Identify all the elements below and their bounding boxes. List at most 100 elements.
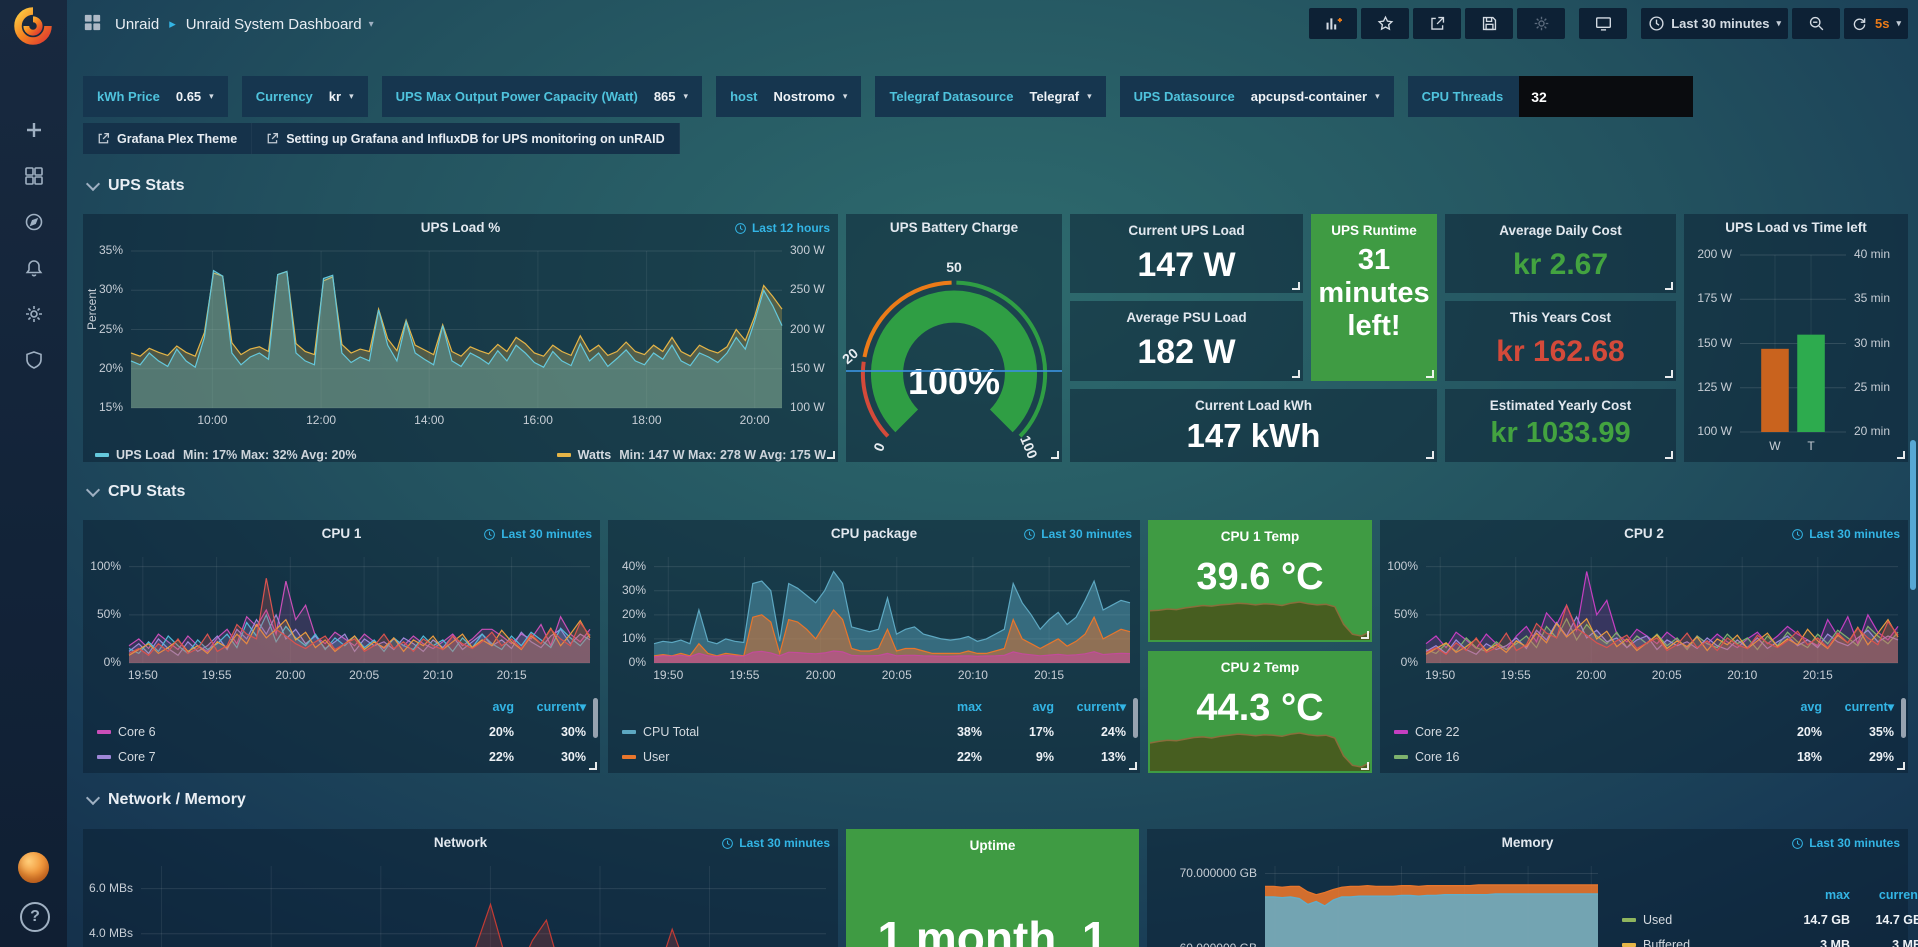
refresh-button[interactable]: 5s ▾ [1844, 8, 1908, 39]
panel-title[interactable]: CPU 1 [322, 526, 362, 541]
create-icon[interactable] [0, 113, 67, 147]
alerting-bell-icon[interactable] [0, 251, 67, 285]
legend-series-name[interactable]: Core 16 [1415, 750, 1459, 764]
panel-time-range[interactable]: Last 30 minutes [721, 836, 830, 850]
variable-host[interactable]: hostNostromo▾ [716, 76, 861, 117]
legend-column-header[interactable]: max [910, 700, 982, 714]
panel-time-range[interactable]: Last 30 minutes [483, 527, 592, 541]
ups-load-chart[interactable]: Percent 35%30%25%20%15%300 W250 W200 W15… [83, 241, 838, 439]
x-axis-tick: 20:00 [1563, 668, 1619, 682]
star-button[interactable] [1361, 8, 1409, 39]
panel-title[interactable]: Network [434, 835, 487, 850]
configuration-gear-icon[interactable] [0, 297, 67, 331]
legend-column-header[interactable]: current▾ [514, 699, 586, 714]
panel-title[interactable]: UPS Load vs Time left [1725, 220, 1867, 235]
panel-estimated-yearly-cost: Estimated Yearly Cost kr 1033.99 [1445, 389, 1676, 462]
variable-cpu-threads[interactable]: CPU Threads [1408, 76, 1694, 117]
section-header-network-memory[interactable]: Network / Memory [88, 791, 246, 809]
breadcrumb-dashboard-title[interactable]: Unraid System Dashboard [186, 16, 362, 33]
legend-series-name[interactable]: User [643, 750, 669, 764]
legend-series-stats: Min: 147 W Max: 278 W Avg: 175 W [619, 448, 826, 462]
legend-series-name[interactable]: Core 6 [118, 725, 156, 739]
time-picker-button[interactable]: Last 30 minutes ▾ [1641, 8, 1788, 39]
panel-time-range[interactable]: Last 30 minutes [1023, 527, 1132, 541]
panel-time-range[interactable]: Last 12 hours [734, 221, 830, 235]
variable-currency[interactable]: Currencykr▾ [242, 76, 368, 117]
legend-column-header[interactable]: current [1850, 888, 1918, 902]
dashboard-caret-icon[interactable]: ▾ [369, 19, 374, 30]
admin-shield-icon[interactable] [0, 343, 67, 377]
panel-title[interactable]: CPU 2 [1624, 526, 1664, 541]
user-avatar[interactable] [18, 852, 49, 883]
cpu1-chart[interactable]: 100%50%0%19:5019:5520:0020:0520:1020:15 [83, 547, 600, 694]
section-header-ups-stats[interactable]: UPS Stats [88, 177, 184, 195]
zoom-out-button[interactable] [1792, 8, 1840, 39]
panel-title[interactable]: Average Daily Cost [1445, 214, 1676, 238]
cpu2-chart[interactable]: 100%50%0%19:5019:5520:0020:0520:1020:15 [1380, 547, 1908, 694]
legend-scrollbar[interactable] [1133, 698, 1138, 738]
panel-title[interactable]: UPS Load % [421, 220, 501, 235]
panel-title[interactable]: UPS Battery Charge [890, 220, 1018, 235]
dashboard-link[interactable]: Grafana Plex Theme [83, 123, 252, 154]
variable-ups-datasource[interactable]: UPS Datasourceapcupsd-container▾ [1120, 76, 1394, 117]
legend-series-name[interactable]: Watts [578, 448, 612, 462]
legend-scrollbar[interactable] [593, 698, 598, 738]
x-axis-tick: 20:05 [1639, 668, 1695, 682]
panel-ups-runtime: UPS Runtime 31 minutes left! [1311, 214, 1437, 381]
legend-column-header[interactable]: avg [982, 700, 1054, 714]
help-icon[interactable]: ? [20, 902, 50, 932]
legend-column-header[interactable]: avg [442, 700, 514, 714]
variable-label: CPU Threads [1422, 89, 1504, 104]
legend-scrollbar[interactable] [1901, 698, 1906, 738]
panel-title[interactable]: Uptime [846, 829, 1139, 853]
panel-title[interactable]: Memory [1502, 835, 1554, 850]
legend-series-name[interactable]: UPS Load [116, 448, 175, 462]
legend-series-name[interactable]: Core 7 [118, 750, 156, 764]
panel-title[interactable]: Current UPS Load [1070, 214, 1303, 238]
y2-axis-tick: 300 W [790, 243, 825, 257]
save-button[interactable] [1465, 8, 1513, 39]
dashboards-icon[interactable] [0, 159, 67, 193]
cpu-package-chart[interactable]: 40%30%20%10%0%19:5019:5520:0020:0520:102… [608, 547, 1140, 694]
panel-title[interactable]: CPU 1 Temp [1148, 520, 1372, 544]
legend-column-header[interactable]: current▾ [1822, 699, 1894, 714]
panel-title[interactable]: Estimated Yearly Cost [1445, 389, 1676, 413]
variable-caret-icon: ▾ [843, 91, 848, 102]
share-button[interactable] [1413, 8, 1461, 39]
legend-column-header[interactable]: max [1778, 888, 1850, 902]
dashboard-link[interactable]: Setting up Grafana and InfluxDB for UPS … [252, 123, 679, 154]
legend-series-name[interactable]: Used [1643, 913, 1672, 927]
panel-title[interactable]: Current Load kWh [1070, 389, 1437, 413]
variable-kwh-price[interactable]: kWh Price0.65▾ [83, 76, 228, 117]
y-axis-tick: 30% [608, 583, 646, 597]
time-picker-caret-icon: ▾ [1776, 18, 1781, 29]
panel-title[interactable]: This Years Cost [1445, 301, 1676, 325]
memory-chart[interactable]: 70.000000 GB60.000000 GB50.000000 GB [1147, 856, 1608, 947]
panel-title[interactable]: CPU package [831, 526, 917, 541]
legend-series-name[interactable]: Buffered [1643, 938, 1690, 947]
panel-title[interactable]: CPU 2 Temp [1148, 651, 1372, 675]
variable-input[interactable] [1519, 76, 1693, 117]
legend-column-header[interactable]: avg [1750, 700, 1822, 714]
stat-value: 39.6 °C [1148, 556, 1372, 599]
panel-title[interactable]: UPS Runtime [1311, 214, 1437, 238]
tv-kiosk-button[interactable] [1579, 8, 1627, 39]
panel-title[interactable]: Average PSU Load [1070, 301, 1303, 325]
variable-ups-max-output-power-capacity-watt-[interactable]: UPS Max Output Power Capacity (Watt)865▾ [382, 76, 702, 117]
page-scrollbar[interactable] [1910, 440, 1916, 590]
breadcrumb-folder[interactable]: Unraid [115, 16, 159, 33]
legend-column-header[interactable]: current▾ [1054, 699, 1126, 714]
legend-value: 20% [1750, 725, 1822, 739]
section-header-cpu-stats[interactable]: CPU Stats [88, 483, 185, 501]
grafana-logo-icon[interactable] [13, 6, 53, 46]
settings-gear-button[interactable] [1517, 8, 1565, 39]
legend-series-name[interactable]: CPU Total [643, 725, 699, 739]
panel-time-range[interactable]: Last 30 minutes [1791, 527, 1900, 541]
panel-time-range[interactable]: Last 30 minutes [1791, 836, 1900, 850]
variable-telegraf-datasource[interactable]: Telegraf DatasourceTelegraf▾ [875, 76, 1105, 117]
network-chart[interactable]: 6.0 MBs4.0 MBs2.0 MBs [83, 856, 838, 947]
y-axis-tick: 4.0 MBs [83, 926, 133, 940]
add-panel-button[interactable] [1309, 8, 1357, 39]
legend-series-name[interactable]: Core 22 [1415, 725, 1459, 739]
explore-icon[interactable] [0, 205, 67, 239]
